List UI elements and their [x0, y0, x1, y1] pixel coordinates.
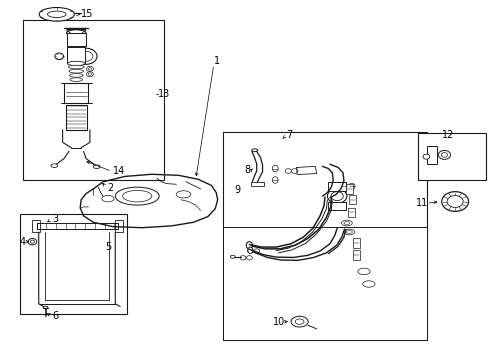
Bar — [352, 250, 359, 260]
Bar — [64, 83, 88, 103]
Ellipse shape — [47, 11, 66, 18]
Bar — [328, 202, 345, 211]
Ellipse shape — [330, 192, 343, 201]
Text: 8: 8 — [244, 165, 250, 175]
Ellipse shape — [290, 316, 307, 327]
Text: 11: 11 — [415, 198, 427, 208]
Bar — [222, 226, 427, 339]
Text: 10: 10 — [272, 317, 285, 327]
Bar — [65, 105, 87, 130]
Ellipse shape — [247, 247, 252, 253]
Ellipse shape — [343, 222, 349, 225]
Ellipse shape — [88, 73, 91, 76]
Ellipse shape — [272, 177, 278, 183]
Text: 1: 1 — [213, 55, 220, 66]
Ellipse shape — [422, 154, 429, 159]
Bar — [345, 184, 352, 194]
Ellipse shape — [346, 230, 351, 233]
Text: 5: 5 — [105, 242, 112, 252]
Ellipse shape — [69, 73, 83, 77]
Ellipse shape — [28, 238, 37, 245]
Ellipse shape — [348, 183, 354, 190]
Ellipse shape — [341, 183, 347, 190]
Bar — [328, 182, 345, 191]
Ellipse shape — [39, 8, 74, 21]
Ellipse shape — [176, 191, 190, 198]
Ellipse shape — [253, 249, 259, 253]
Ellipse shape — [341, 220, 351, 226]
Ellipse shape — [446, 195, 462, 207]
Bar — [20, 214, 127, 315]
Ellipse shape — [88, 68, 91, 70]
Bar — [347, 208, 354, 217]
Bar — [222, 132, 427, 339]
Ellipse shape — [75, 48, 97, 64]
Ellipse shape — [93, 165, 100, 168]
Ellipse shape — [272, 165, 278, 172]
Ellipse shape — [440, 153, 447, 157]
Text: 2: 2 — [107, 183, 113, 193]
Ellipse shape — [67, 61, 85, 66]
Text: 6: 6 — [52, 311, 58, 320]
Ellipse shape — [115, 187, 159, 205]
Text: 13: 13 — [158, 89, 170, 99]
Ellipse shape — [327, 189, 346, 203]
Ellipse shape — [69, 69, 83, 73]
Ellipse shape — [55, 53, 63, 59]
Ellipse shape — [122, 190, 152, 202]
Ellipse shape — [230, 255, 235, 258]
Bar — [427, 146, 436, 164]
Ellipse shape — [291, 169, 297, 174]
Text: 15: 15 — [81, 9, 93, 19]
Bar — [348, 195, 355, 204]
Bar — [67, 47, 85, 63]
Bar — [417, 134, 485, 180]
Ellipse shape — [240, 256, 245, 260]
Ellipse shape — [51, 164, 58, 167]
Ellipse shape — [295, 319, 304, 324]
Ellipse shape — [66, 30, 86, 36]
Ellipse shape — [30, 240, 35, 243]
Text: 12: 12 — [441, 130, 453, 140]
Ellipse shape — [70, 78, 82, 81]
Ellipse shape — [357, 268, 369, 275]
Text: 3: 3 — [52, 214, 58, 224]
Ellipse shape — [441, 192, 468, 211]
Ellipse shape — [102, 195, 114, 202]
Text: 14: 14 — [113, 166, 125, 176]
Ellipse shape — [43, 306, 48, 309]
Ellipse shape — [251, 149, 257, 152]
Text: 9: 9 — [234, 185, 240, 195]
Ellipse shape — [343, 229, 354, 235]
Ellipse shape — [245, 242, 252, 249]
Bar — [251, 182, 264, 186]
Ellipse shape — [79, 51, 93, 61]
Bar — [32, 220, 40, 232]
Ellipse shape — [247, 249, 253, 253]
Ellipse shape — [68, 65, 84, 69]
Bar — [352, 238, 359, 248]
Bar — [115, 220, 122, 232]
Ellipse shape — [362, 281, 374, 287]
Ellipse shape — [437, 150, 449, 159]
Ellipse shape — [246, 256, 252, 260]
Ellipse shape — [86, 72, 93, 77]
Bar — [66, 33, 86, 45]
Bar — [22, 21, 163, 180]
Text: 4: 4 — [19, 237, 25, 247]
Text: 7: 7 — [285, 130, 292, 140]
Ellipse shape — [86, 66, 93, 71]
Ellipse shape — [285, 169, 291, 174]
